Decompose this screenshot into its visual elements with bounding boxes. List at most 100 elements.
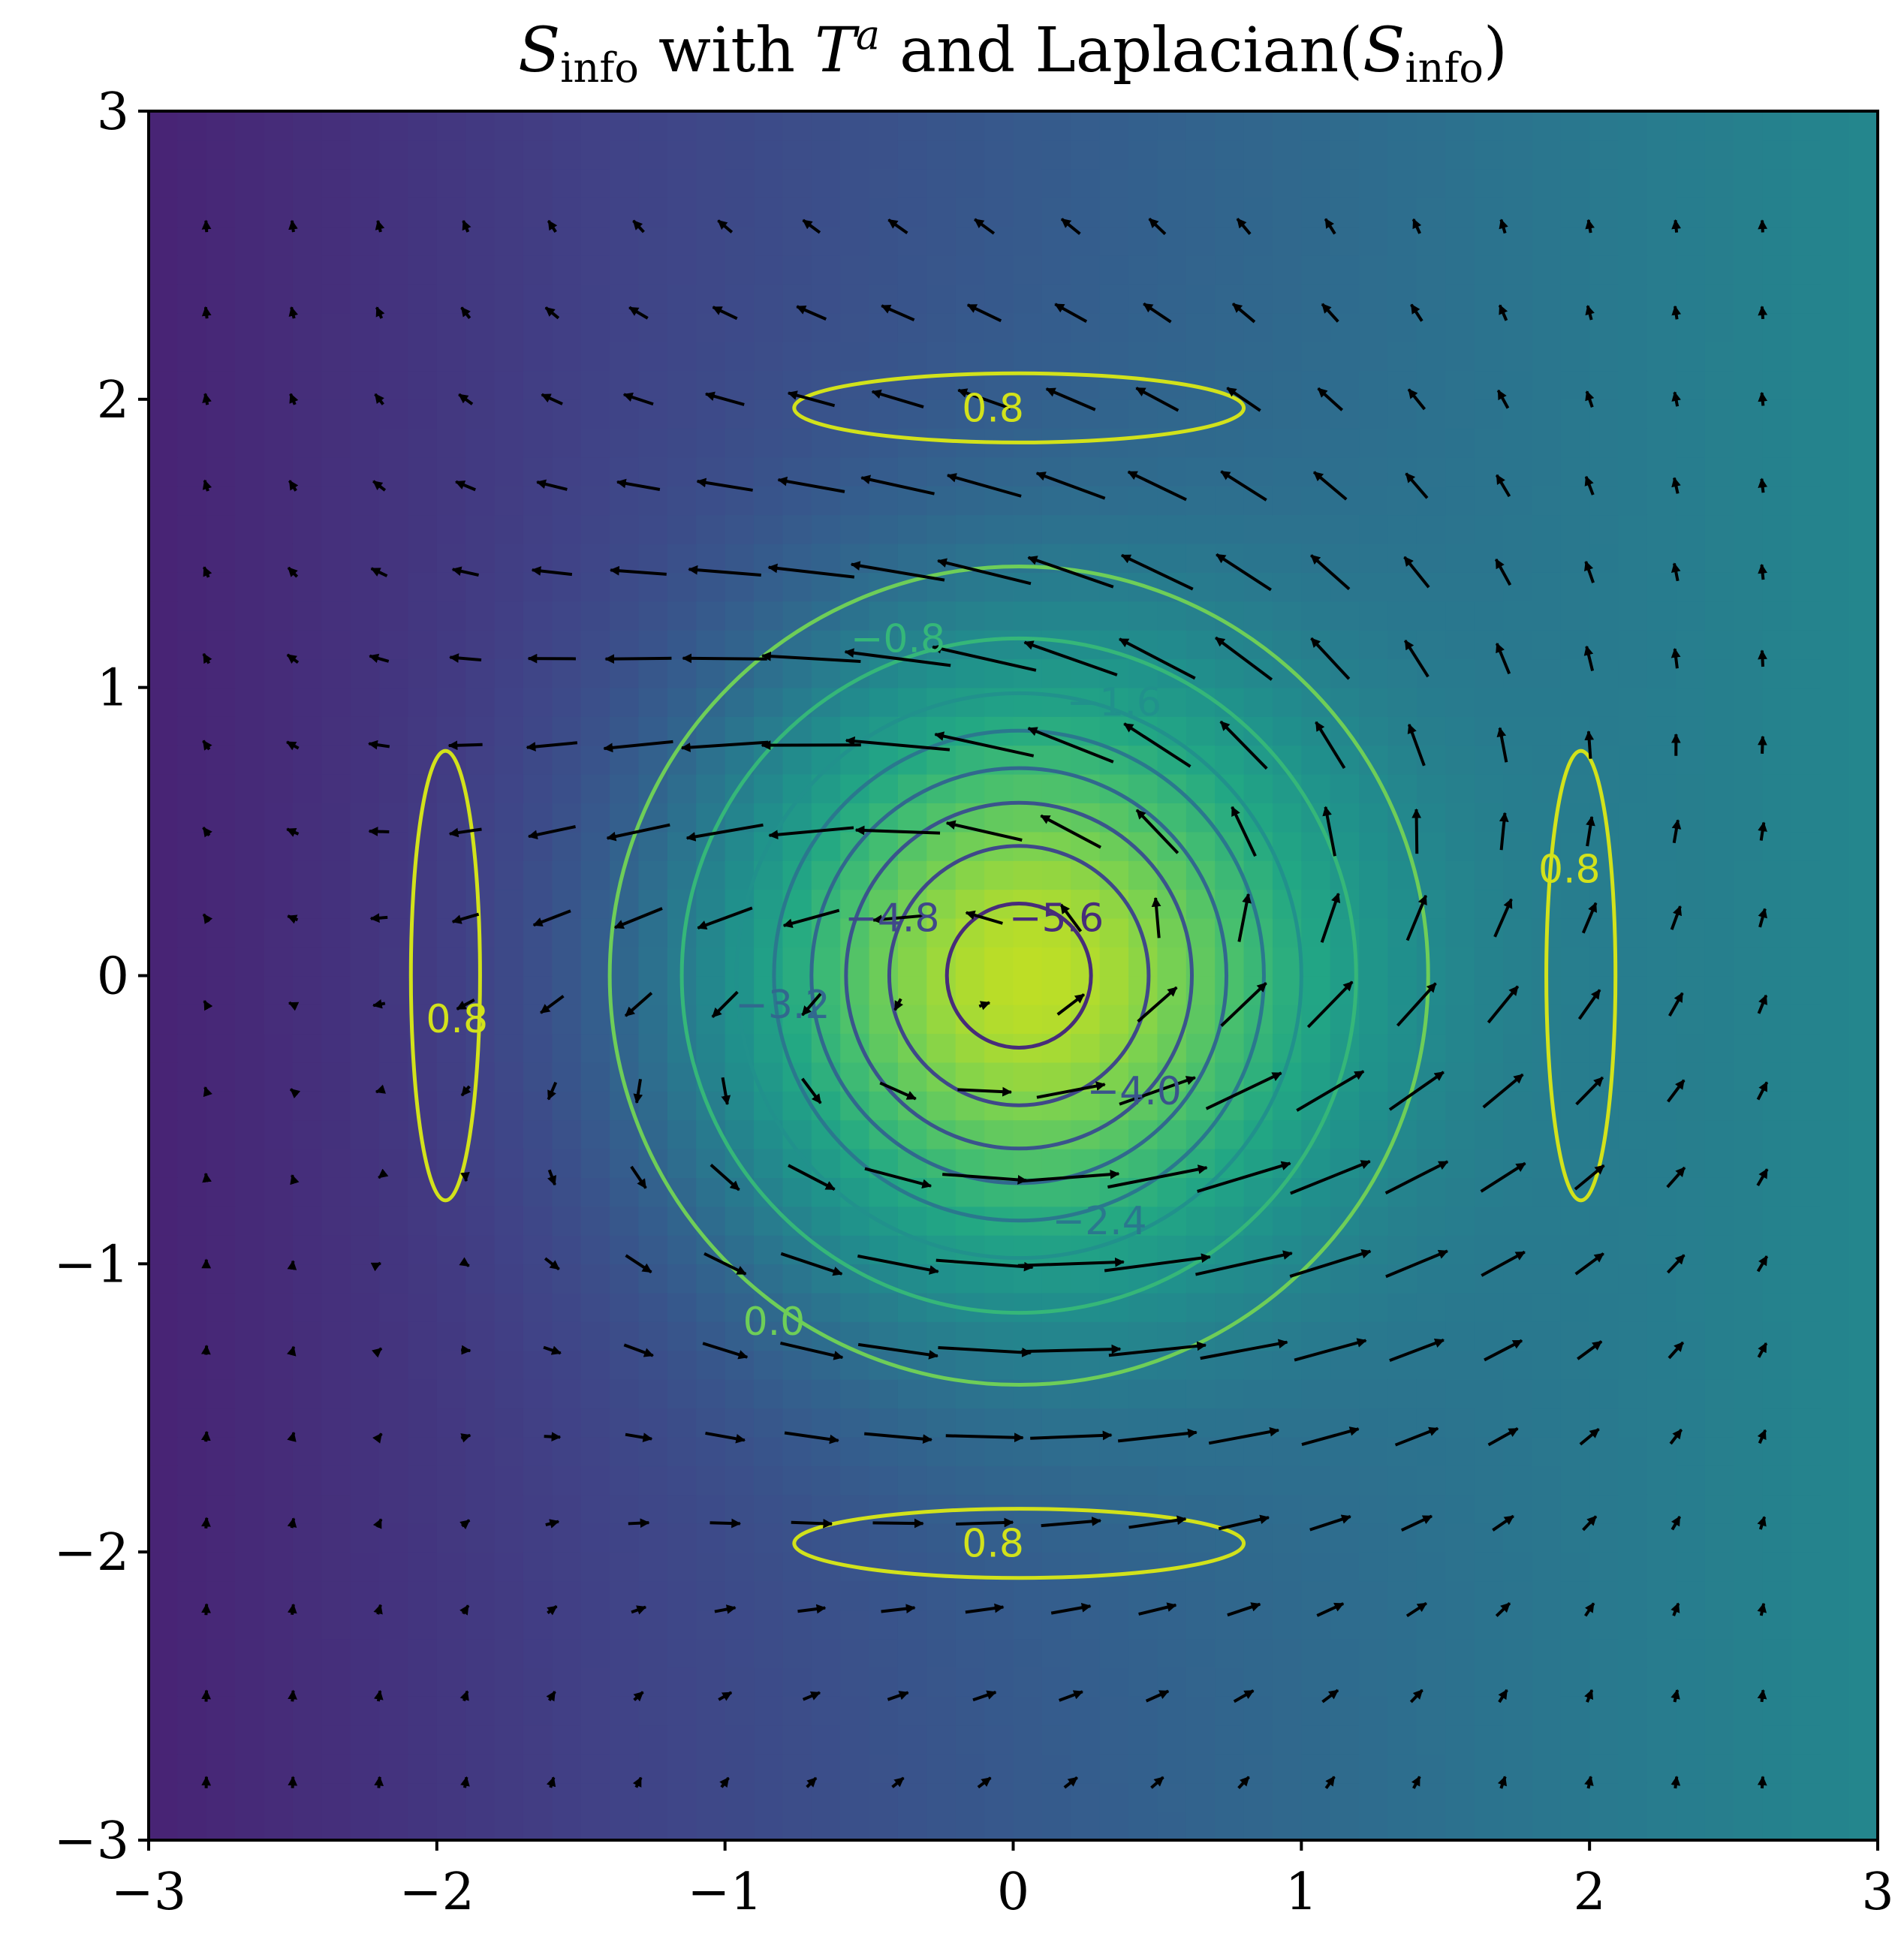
heatmap-cell (321, 312, 351, 342)
heatmap-cell (1445, 658, 1475, 688)
heatmap-cell (984, 111, 1014, 141)
heatmap-cell (1704, 1378, 1734, 1409)
heatmap-cell (177, 140, 207, 170)
heatmap-cell (1560, 572, 1590, 602)
heatmap-cell (1330, 543, 1360, 573)
heatmap-cell (696, 629, 726, 660)
heatmap-cell (1618, 1753, 1648, 1784)
heatmap-cell (667, 1378, 697, 1409)
heatmap-cell (782, 1580, 812, 1610)
heatmap-cell (1704, 658, 1734, 688)
heatmap-cell (754, 1523, 784, 1553)
heatmap-cell (177, 803, 207, 833)
heatmap-cell (869, 947, 899, 977)
heatmap-cell (177, 1408, 207, 1438)
heatmap-cell (1215, 1292, 1245, 1322)
heatmap-cell (1416, 226, 1447, 256)
heatmap-cell (292, 370, 323, 400)
heatmap-cell (610, 1119, 640, 1149)
heatmap-cell (1791, 1350, 1821, 1380)
heatmap-cell (408, 1638, 438, 1668)
heatmap-cell (1185, 716, 1216, 746)
heatmap-cell (1387, 1033, 1417, 1063)
heatmap-cell (580, 1408, 610, 1438)
heatmap-cell (1791, 601, 1821, 631)
heatmap-cell (754, 975, 784, 1005)
heatmap-cell (235, 1408, 265, 1438)
heatmap-cell (1416, 1378, 1447, 1409)
heatmap-cell (638, 1321, 668, 1351)
heatmap-cell (811, 543, 841, 573)
heatmap-cell (1185, 1667, 1216, 1697)
heatmap-cell (1301, 1552, 1331, 1582)
heatmap-cell (1041, 1436, 1072, 1466)
quiver-arrow (1389, 1338, 1445, 1362)
heatmap-cell (580, 111, 610, 141)
heatmap-cell (350, 514, 380, 544)
heatmap-cell (1762, 1638, 1792, 1668)
heatmap-cell (1560, 687, 1590, 717)
heatmap-cell (1185, 1523, 1216, 1553)
heatmap-cell (926, 514, 957, 544)
quiver-arrow (374, 393, 384, 405)
heatmap-cell (610, 947, 640, 977)
heatmap-cell (350, 803, 380, 833)
heatmap-cell (1589, 1523, 1619, 1553)
heatmap-cell (1589, 1552, 1619, 1582)
heatmap-cell (1791, 514, 1821, 544)
quiver-arrow (784, 1431, 839, 1444)
heatmap-cell (264, 889, 294, 919)
heatmap-cell (638, 1696, 668, 1726)
heatmap-cell (580, 1292, 610, 1322)
heatmap-cell (149, 831, 179, 861)
heatmap-cell (869, 1177, 899, 1207)
heatmap-cell (321, 1408, 351, 1438)
heatmap-cell (1560, 1206, 1590, 1236)
quiver-arrow (1584, 1688, 1594, 1703)
heatmap-cell (754, 1264, 784, 1294)
quiver-arrow (373, 1604, 383, 1615)
contour-label: 0.8 (1538, 847, 1601, 892)
quiver-arrow (1758, 306, 1768, 320)
heatmap-cell (1359, 1004, 1389, 1035)
heatmap-cell (1704, 1667, 1734, 1697)
heatmap-cell (1099, 342, 1129, 372)
heatmap-cell (1646, 1378, 1677, 1409)
heatmap-cell (1416, 917, 1447, 947)
heatmap-cell (1445, 601, 1475, 631)
heatmap-cell (1099, 226, 1129, 256)
heatmap-cell (897, 1811, 928, 1840)
heatmap-cell (1762, 803, 1792, 833)
heatmap-cell (1416, 1206, 1447, 1236)
heatmap-cell (1820, 255, 1850, 285)
heatmap-cell (149, 1552, 179, 1582)
heatmap-cell (1099, 917, 1129, 947)
heatmap-cell (1532, 111, 1562, 141)
quiver-arrow (632, 1776, 643, 1788)
heatmap-cell (1013, 370, 1043, 400)
heatmap-cell (350, 601, 380, 631)
heatmap-cell (610, 111, 640, 141)
heatmap-cell (465, 370, 496, 400)
quiver-arrow (1027, 556, 1114, 589)
heatmap-cell (1820, 687, 1850, 717)
quiver-arrow (1757, 1602, 1767, 1616)
heatmap-cell (1704, 1466, 1734, 1496)
heatmap-cell (292, 1696, 323, 1726)
heatmap-cell (1676, 1206, 1706, 1236)
heatmap-cell (1330, 1436, 1360, 1466)
heatmap-cell (264, 1062, 294, 1092)
heatmap-cell (1301, 1234, 1331, 1265)
heatmap-cell (696, 1580, 726, 1610)
quiver-arrow (1396, 982, 1437, 1027)
heatmap-cell (840, 111, 870, 141)
heatmap-cell (1185, 1206, 1216, 1236)
heatmap-cell (1820, 1062, 1850, 1092)
heatmap-cell (1387, 1408, 1417, 1438)
quiver-arrow (1579, 1427, 1600, 1446)
heatmap-cell (1445, 1292, 1475, 1322)
heatmap-cell (869, 1753, 899, 1784)
heatmap-cell (1272, 312, 1303, 342)
heatmap-cell (897, 1667, 928, 1697)
heatmap-cell (1503, 1004, 1533, 1035)
